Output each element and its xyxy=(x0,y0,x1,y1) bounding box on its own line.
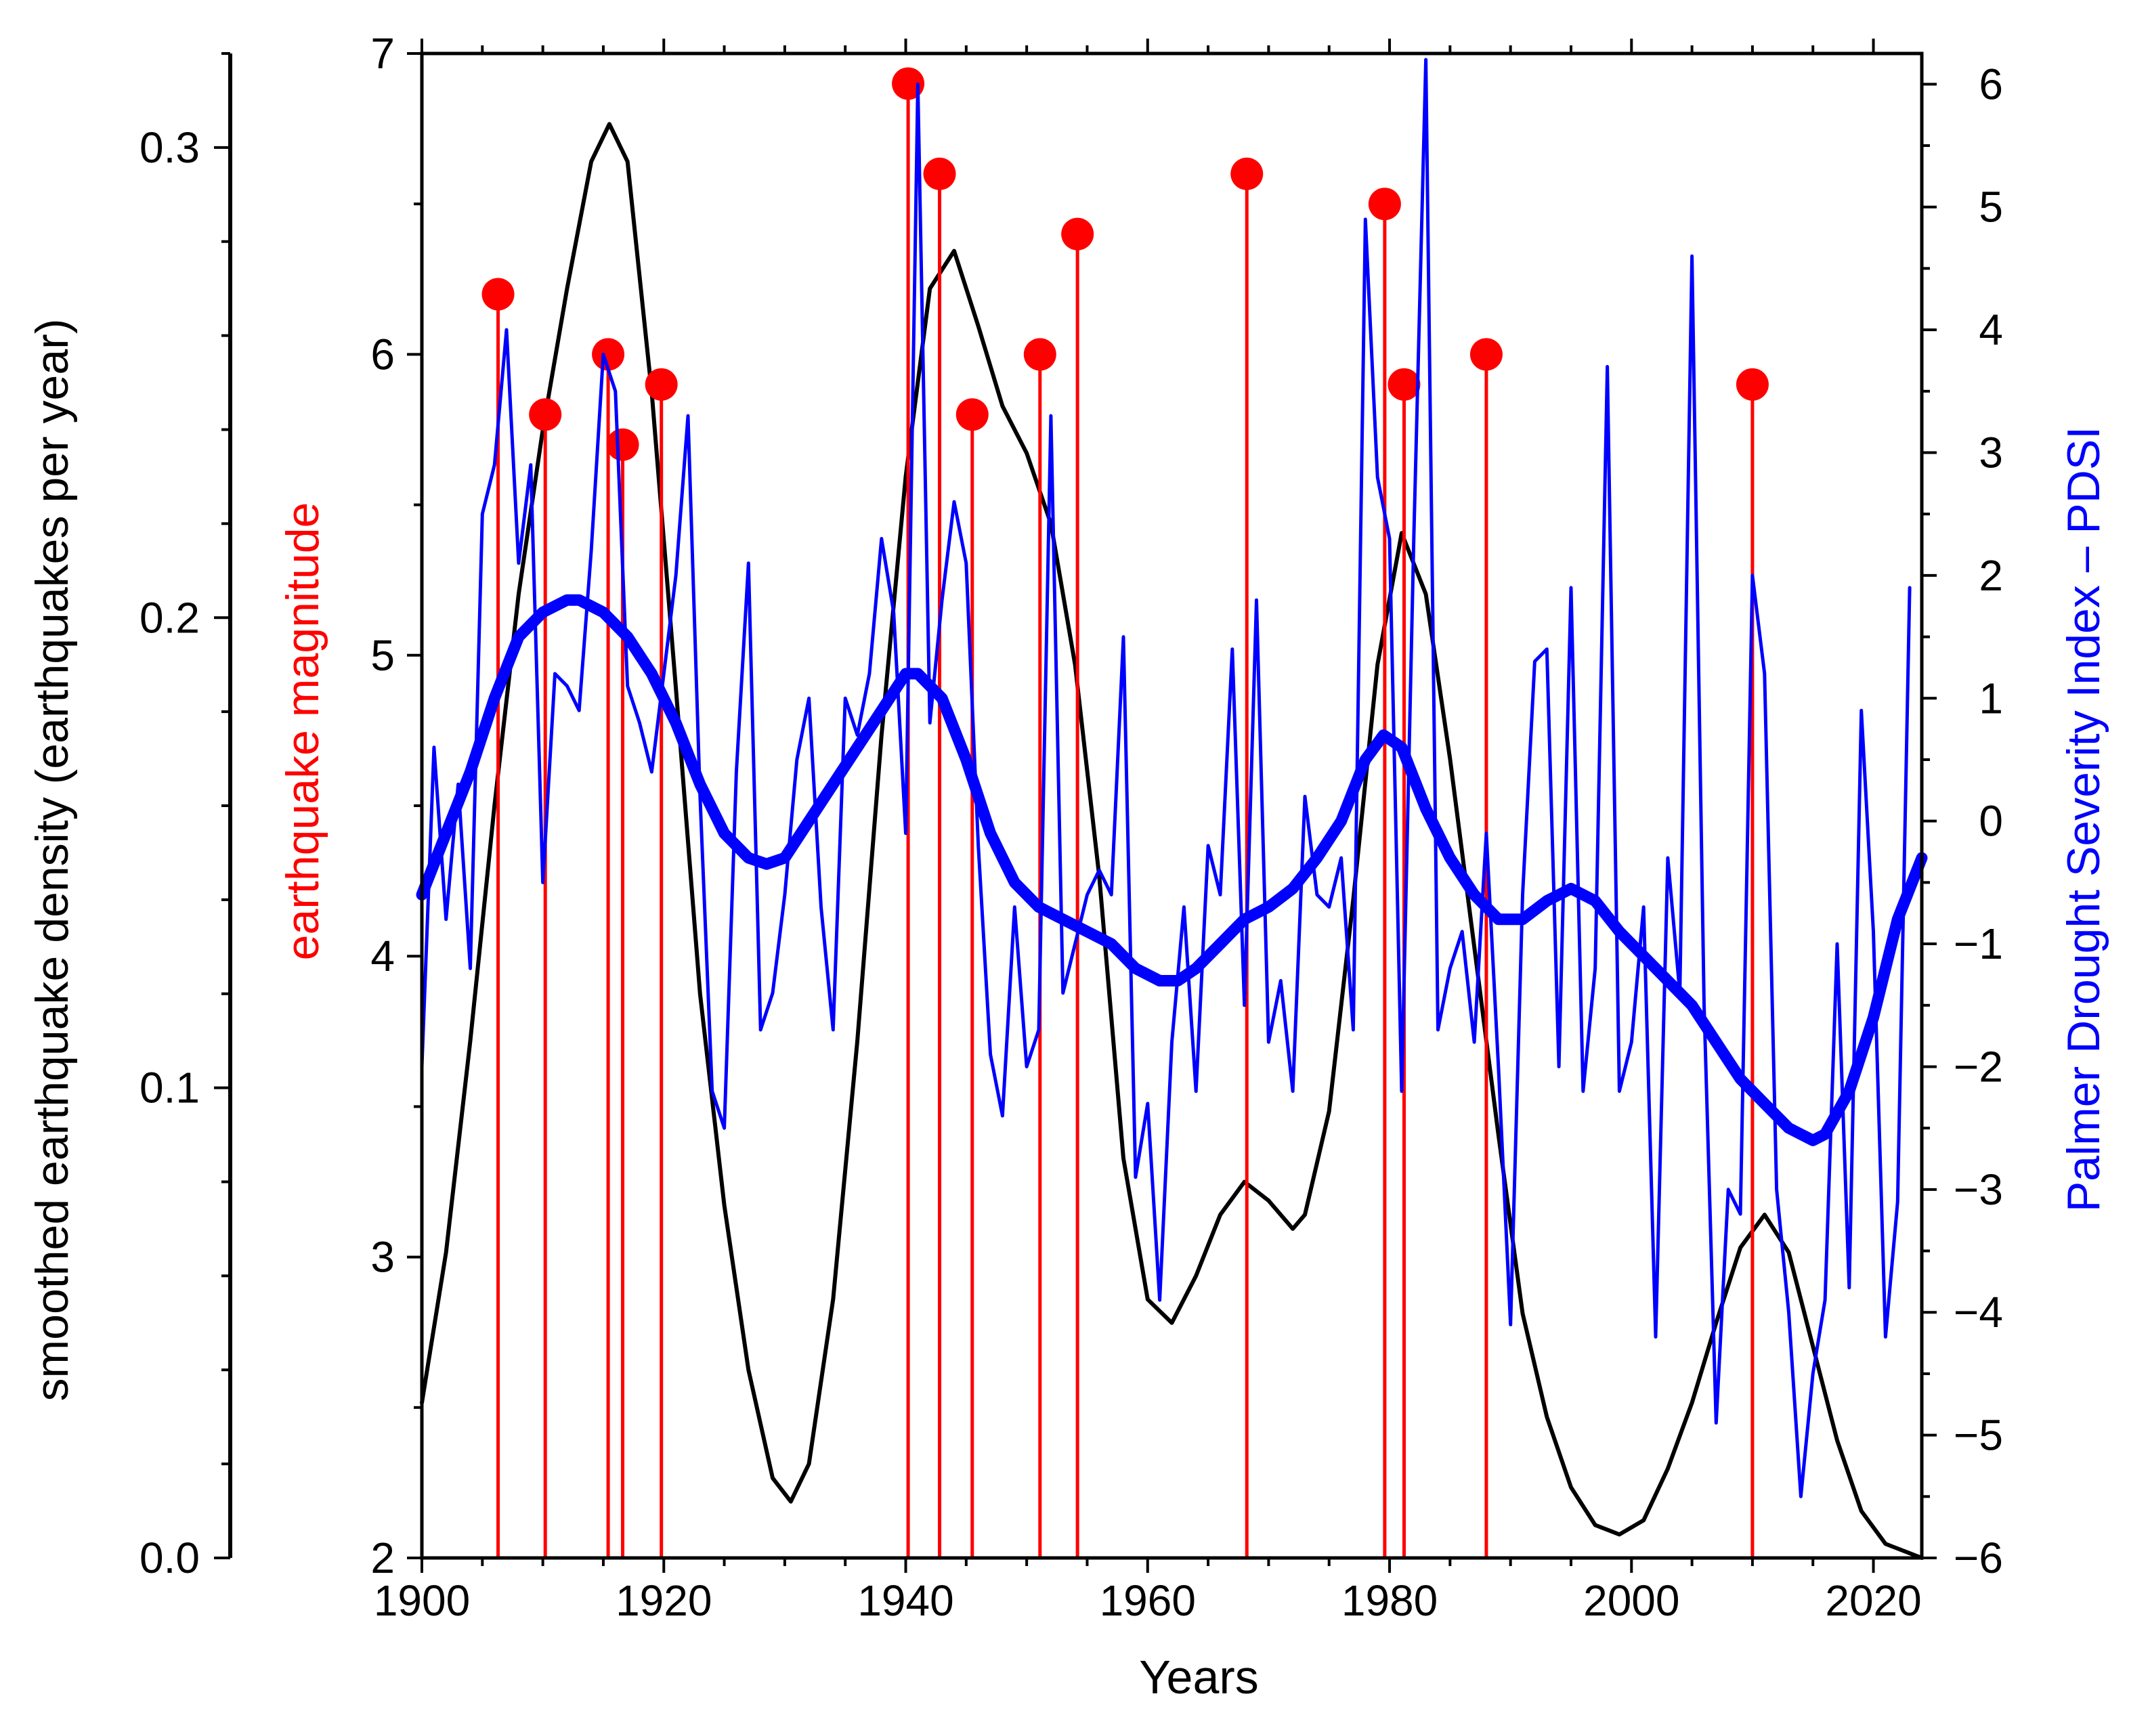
density-tick-label: 0.1 xyxy=(139,1064,200,1112)
earthquake-marker xyxy=(1230,157,1264,190)
pdsi-annual-line xyxy=(420,58,1912,1498)
chart-text-layer: 1900 1920 1940 1960 1980 2000 2020 Years 2 3 4 5 6 7 e… xyxy=(26,29,2109,1704)
earthquake-marker xyxy=(1061,217,1094,251)
x-tick-label: 1920 xyxy=(616,1576,712,1625)
earthquake-marker xyxy=(923,157,956,190)
pdsi-tick-label: −4 xyxy=(1954,1288,2003,1337)
earthquake-marker xyxy=(592,338,625,371)
magnitude-tick-label: 6 xyxy=(370,330,395,378)
pdsi-axis-label: Palmer Drought Severity Index – PDSI xyxy=(2058,427,2109,1212)
earthquake-marker xyxy=(1368,188,1401,221)
earthquake-marker xyxy=(645,368,678,401)
x-axis-label: Years xyxy=(1139,1651,1258,1704)
pdsi-tick-label: −5 xyxy=(1954,1411,2003,1460)
earthquake-marker xyxy=(1388,368,1421,401)
pdsi-tick-label: 4 xyxy=(1979,305,2003,354)
x-tick-label: 1960 xyxy=(1100,1576,1196,1625)
magnitude-tick-label: 3 xyxy=(370,1233,395,1282)
x-tick-label: 1940 xyxy=(857,1576,953,1625)
density-tick-label: 0.3 xyxy=(139,123,200,172)
x-tick-label: 2020 xyxy=(1825,1576,1921,1625)
density-curve xyxy=(420,122,1924,1560)
magnitude-tick-label: 4 xyxy=(370,932,395,980)
earthquake-marker xyxy=(955,398,989,431)
magnitude-tick-label: 2 xyxy=(370,1534,395,1582)
earthquake-marker xyxy=(529,398,562,431)
density-curve-layer xyxy=(420,122,1924,1560)
pdsi-smoothed-line xyxy=(416,594,1928,1146)
pdsi-tick-label: 2 xyxy=(1979,551,2003,600)
x-tick-label: 1900 xyxy=(374,1576,470,1625)
earthquake-marker xyxy=(481,278,515,311)
pdsi-tick-label: −3 xyxy=(1954,1165,2003,1214)
pdsi-tick-label: 0 xyxy=(1979,797,2003,846)
x-tick-label: 1980 xyxy=(1341,1576,1438,1625)
pdsi-layer xyxy=(416,58,1928,1498)
pdsi-tick-label: 3 xyxy=(1979,429,2003,477)
pdsi-tick-label: −6 xyxy=(1954,1534,2003,1582)
pdsi-tick-label: 1 xyxy=(1979,674,2003,722)
pdsi-tick-label: −1 xyxy=(1954,919,2003,968)
density-tick-label: 0.0 xyxy=(139,1534,200,1582)
pdsi-tick-label: 6 xyxy=(1979,60,2003,108)
earthquake-marker xyxy=(1469,338,1503,371)
density-tick-label: 0.2 xyxy=(139,593,200,642)
plot-frame-layer xyxy=(214,39,1937,1573)
density-axis-label: smoothed earthquake density (earthquakes… xyxy=(26,319,78,1402)
magnitude-tick-label: 5 xyxy=(370,631,395,680)
earthquake-marker xyxy=(1736,368,1769,401)
earthquake-marker xyxy=(606,428,639,461)
magnitude-axis-label: earthquake magnitude xyxy=(277,502,328,961)
pdsi-tick-label: 5 xyxy=(1979,183,2003,232)
x-tick-label: 2000 xyxy=(1583,1576,1679,1625)
magnitude-tick-label: 7 xyxy=(370,29,395,78)
pdsi-tick-label: −2 xyxy=(1954,1042,2003,1091)
plot-frame xyxy=(420,51,1924,1560)
earthquake-marker xyxy=(1023,338,1056,371)
